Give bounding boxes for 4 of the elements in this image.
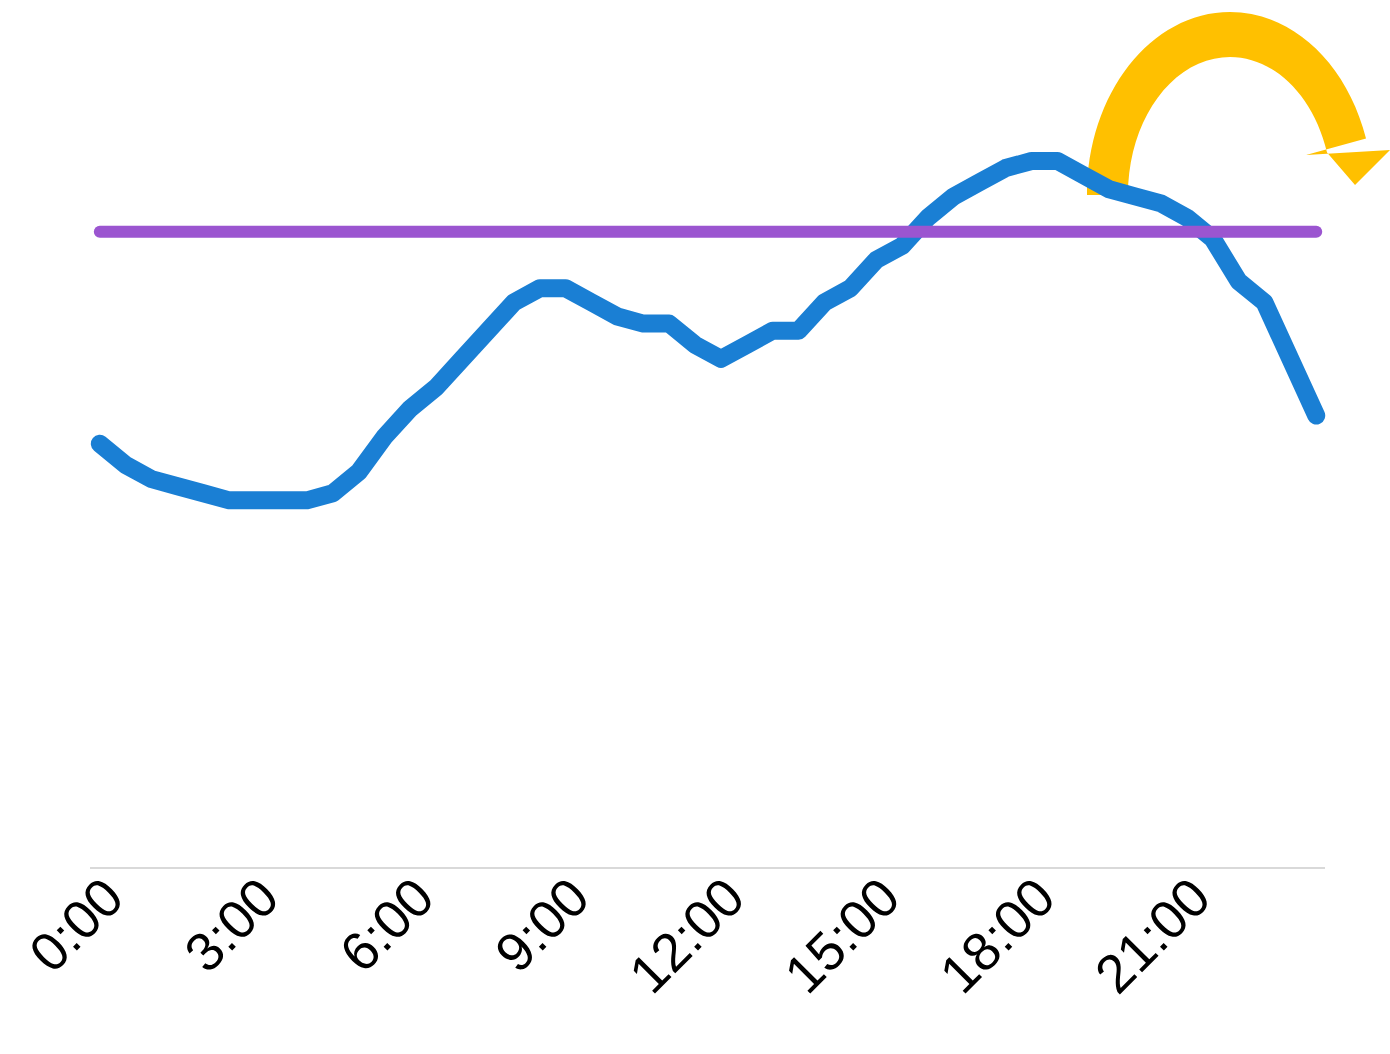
x-tick-label: 0:00 bbox=[32, 881, 120, 969]
x-tick-label: 6:00 bbox=[343, 881, 431, 969]
x-tick-label: 3:00 bbox=[187, 881, 276, 970]
x-tick-label: 9:00 bbox=[497, 881, 586, 970]
